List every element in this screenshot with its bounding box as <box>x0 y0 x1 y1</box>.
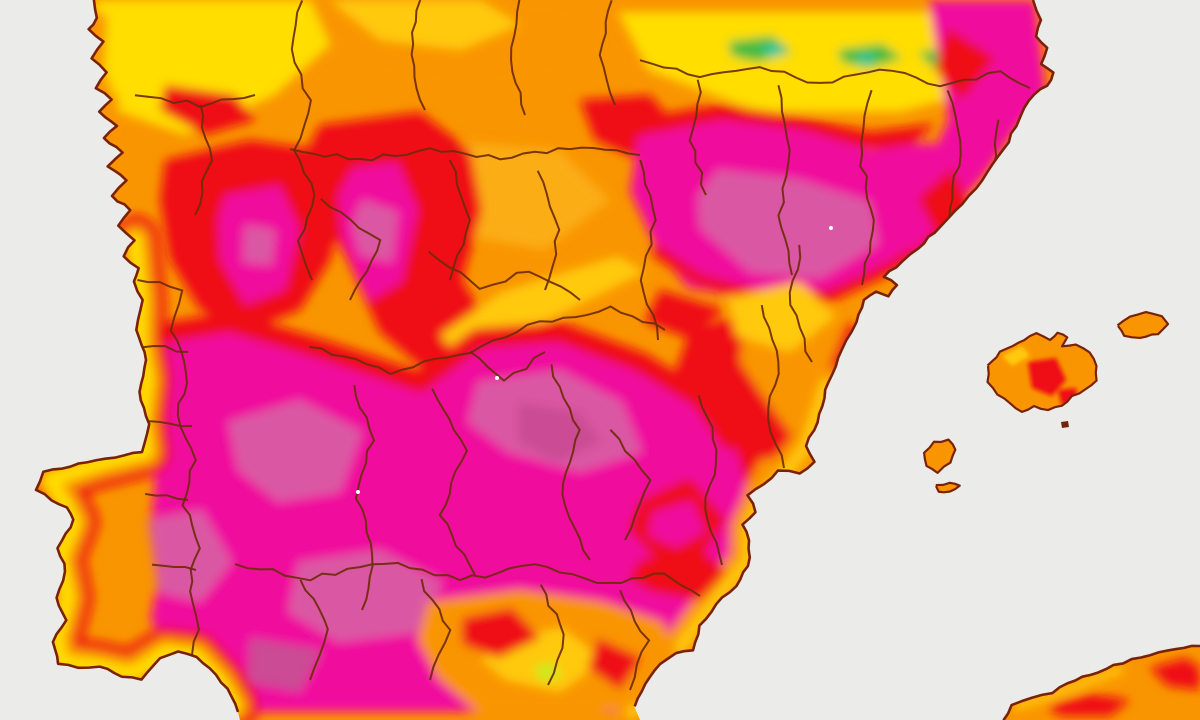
border-cantabrian-horizontal <box>289 146 641 162</box>
patch-galicia-yellow <box>95 0 330 135</box>
border-andalucia-int-2 <box>420 578 452 681</box>
border-duero-int-2 <box>448 159 471 281</box>
patch-andalucia-red-2 <box>588 638 642 690</box>
patch-nw-portugal-dusky <box>243 225 275 265</box>
border-aragon-valencia <box>788 244 813 363</box>
patch-granada-red-band <box>628 548 726 600</box>
border-aragon-e <box>859 89 875 286</box>
border-pyrenees <box>639 59 1031 89</box>
border-andalucia-int-4 <box>619 589 651 691</box>
city-dots <box>356 226 833 494</box>
border-galicia-internal-2 <box>194 104 214 216</box>
admin-boundaries <box>134 0 1031 691</box>
city-dot <box>356 490 360 494</box>
border-andalucia-north <box>234 561 701 597</box>
island-ibiza <box>922 438 957 474</box>
patch-dusky-andalucia <box>288 550 442 642</box>
patch-ebro-dusky-core <box>698 170 878 278</box>
border-sistema-central <box>309 305 666 376</box>
border-andalucia-int-1 <box>299 579 329 681</box>
patch-dusky-dark-core <box>518 402 602 462</box>
coastline-west-south <box>34 0 240 713</box>
border-duero-int-1 <box>320 198 382 301</box>
patch-central-dusky-core <box>352 200 398 262</box>
border-duero-int-4 <box>428 250 581 301</box>
patch-murcia-magenta-blob <box>648 500 706 548</box>
border-pt-district-3 <box>144 492 189 501</box>
city-dot <box>495 376 499 380</box>
border-extremadura-clm <box>353 385 376 611</box>
border-clm-int-2 <box>550 364 591 561</box>
patch-pyrenees-yellow-band <box>618 12 1015 112</box>
border-duero-int-3 <box>536 170 561 291</box>
patch-andalucia-red-1 <box>462 608 540 658</box>
patch-magenta-north-red-fringe <box>140 312 740 450</box>
border-clm-murcia <box>697 395 723 566</box>
patch-pyrenees-teal-2 <box>856 54 876 65</box>
island-formentera <box>935 481 961 494</box>
border-aragon-w <box>777 85 793 276</box>
border-clm-int-3 <box>609 429 652 541</box>
patch-pyrenees-teal-1 <box>762 44 786 57</box>
patch-dusky-south-2 <box>248 638 322 692</box>
patch-pt-coast-yellow-band <box>43 233 241 713</box>
border-clm-valencia <box>760 304 785 469</box>
border-galicia-east <box>290 0 316 281</box>
border-basque <box>598 0 616 106</box>
border-asturias <box>410 0 426 111</box>
patch-teruel-yellow <box>728 282 836 352</box>
island-cabrera <box>1061 421 1069 428</box>
border-navarra <box>688 79 707 196</box>
patch-nw-red-blob <box>160 85 255 135</box>
patch-ebro-red-blob-south <box>645 290 725 338</box>
patch-cat-red-1 <box>935 28 995 100</box>
border-clm-int-1 <box>431 388 476 576</box>
border-cantabria <box>510 0 526 116</box>
patch-dusky-extremadura <box>228 400 362 502</box>
patch-biscay-deep-yellow <box>330 0 520 50</box>
north-africa-coast <box>1002 644 1200 720</box>
border-portugal-spain <box>137 279 201 656</box>
border-castilla-aragon <box>639 159 659 341</box>
border-pt-district-4 <box>151 563 197 571</box>
island-menorca <box>1116 310 1170 340</box>
border-pt-district-2 <box>147 420 193 428</box>
coastline-east-north <box>633 0 1055 707</box>
border-madrid <box>469 350 546 382</box>
city-dot <box>829 226 833 230</box>
border-pt-district-1 <box>141 344 189 353</box>
patch-dusky-alentejo <box>148 510 232 602</box>
island-mallorca <box>986 331 1098 414</box>
border-andalucia-int-3 <box>539 584 565 686</box>
